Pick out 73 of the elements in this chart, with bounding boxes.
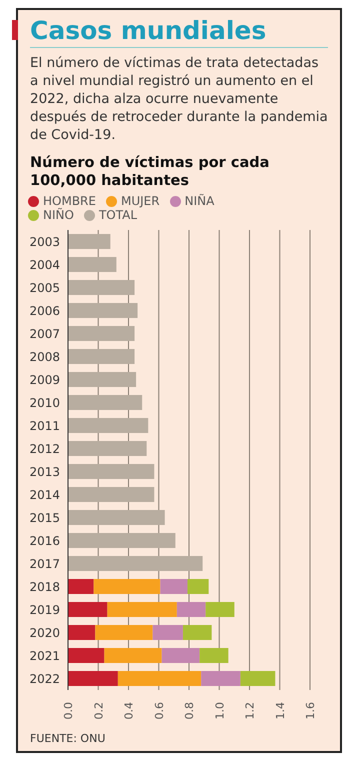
- y-tick-label: 2022: [29, 672, 60, 686]
- y-tick-label: 2020: [29, 626, 60, 640]
- bar: [68, 349, 135, 364]
- x-tick-label: 0.6: [152, 702, 166, 720]
- bar: [68, 234, 110, 249]
- y-tick-label: 2010: [29, 396, 60, 410]
- bar: [68, 602, 108, 617]
- bar: [68, 303, 138, 318]
- bar: [160, 579, 188, 594]
- text: 0.0: [62, 702, 75, 720]
- bar: [68, 671, 118, 686]
- bar: [68, 257, 116, 272]
- bar: [68, 418, 148, 433]
- bar: [68, 556, 203, 571]
- legend-label: NIÑA: [184, 194, 214, 208]
- x-tick-label: 1.6: [304, 702, 317, 720]
- x-tick-label: 1.2: [244, 702, 256, 720]
- bar: [95, 625, 153, 640]
- y-tick-label: 2009: [29, 372, 60, 387]
- bar: [68, 326, 135, 341]
- bar: [68, 487, 154, 502]
- bar: [182, 625, 212, 640]
- bar: [118, 671, 202, 686]
- legend-label: HOMBRE: [43, 194, 96, 208]
- y-tick-label: 2005: [29, 280, 60, 295]
- bar: [68, 395, 142, 410]
- bar: [68, 648, 104, 663]
- bar: [68, 372, 136, 387]
- chart-title: Casos mundiales: [30, 16, 328, 48]
- y-tick-label: 2015: [29, 510, 60, 525]
- x-tick-label: 0.8: [183, 702, 196, 720]
- y-tick-label: 2007: [29, 326, 60, 341]
- bar: [107, 602, 177, 617]
- bar: [206, 602, 234, 617]
- bar: [68, 533, 176, 548]
- text: 1.0: [213, 702, 226, 720]
- bar: [68, 625, 96, 640]
- y-tick-label: 2011: [29, 418, 60, 433]
- y-tick-label: 2018: [29, 580, 60, 594]
- y-tick-label: 2017: [29, 556, 60, 571]
- bar: [104, 648, 162, 663]
- text: Número de víctimas por cada 100,000 habitantes: [30, 154, 270, 190]
- bar: [68, 510, 165, 525]
- source-note: FUENTE: ONU: [30, 732, 106, 745]
- y-tick-label: 2019: [29, 602, 60, 617]
- y-tick-label: 2012: [29, 442, 60, 456]
- bar: [240, 671, 276, 686]
- bar: [187, 579, 209, 594]
- bar: [68, 280, 135, 295]
- legend-label: NIÑO: [43, 208, 74, 222]
- y-tick-label: 2008: [29, 350, 60, 364]
- x-tick-label: 1.4: [274, 702, 287, 720]
- bar: [200, 648, 228, 663]
- y-tick-label: 2004: [29, 258, 60, 272]
- bar: [162, 648, 200, 663]
- bar: [68, 464, 154, 479]
- bar: [201, 671, 240, 686]
- y-tick-label: 2021: [29, 648, 60, 663]
- y-tick-label: 2014: [29, 488, 60, 502]
- chart-subtitle: El número de víctimas de trata detectadas a nivel mundial registró un aumento en el 2022, dicha alza ocurre nuevamente después de retroceder durante la pandemia de Covid-19.: [30, 54, 328, 144]
- y-tick-label: 2006: [29, 304, 60, 318]
- bar: [176, 602, 206, 617]
- y-tick-label: 2016: [29, 534, 60, 548]
- x-tick-label: 0.2: [92, 702, 106, 720]
- legend-label: TOTAL: [98, 208, 138, 222]
- legend-label: MUJER: [120, 194, 160, 208]
- bar: [152, 625, 183, 640]
- x-tick-label: 0.4: [122, 702, 136, 720]
- y-tick-label: 2003: [29, 234, 60, 249]
- bar: [94, 579, 160, 594]
- y-tick-label: 2013: [29, 464, 60, 479]
- bar: [68, 441, 147, 456]
- bar: [68, 579, 94, 594]
